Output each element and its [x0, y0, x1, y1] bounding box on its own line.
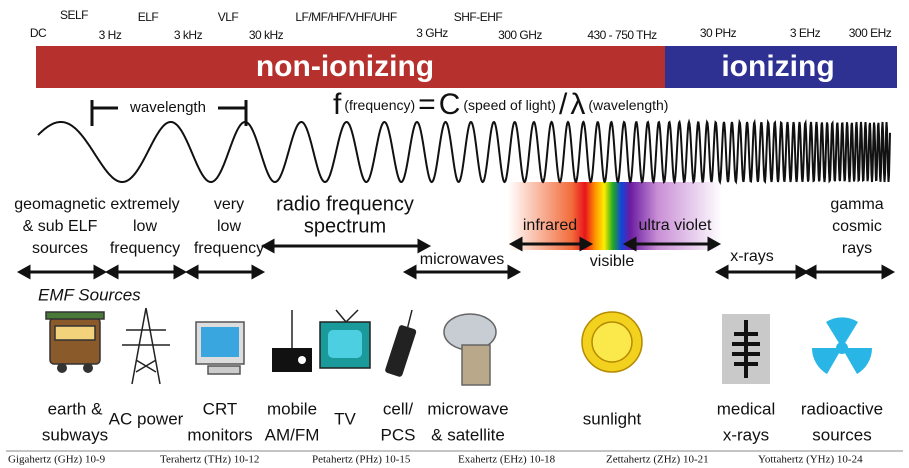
- band-label: low: [133, 218, 157, 235]
- formula-part: (speed of light): [463, 97, 556, 113]
- footer-unit: Gigahertz (GHz) 10-9: [8, 454, 106, 466]
- source-label: PCS: [381, 425, 416, 444]
- band-label: very: [214, 196, 244, 213]
- frequency-label: 300 GHz: [498, 28, 542, 42]
- frequency-label: VLF: [218, 10, 239, 24]
- range-arrow: [104, 264, 188, 280]
- radiation-icon: [812, 317, 872, 374]
- visible-spectrum: [508, 182, 722, 250]
- source-label: mobile: [267, 399, 317, 418]
- frequency-label: DC: [30, 26, 47, 40]
- frequency-label: 3 GHz: [416, 26, 448, 40]
- power-tower-icon: [122, 307, 170, 385]
- non-ionizing-bar: [36, 46, 665, 88]
- formula-part: (wavelength): [588, 97, 668, 113]
- band-label: extremely: [110, 196, 179, 213]
- band-label: rays: [842, 240, 872, 257]
- formula-part: /: [559, 88, 568, 121]
- formula-part: f: [333, 88, 342, 121]
- trolley-icon: [45, 311, 105, 373]
- source-label: & satellite: [431, 425, 505, 444]
- footer-unit: Yottahertz (YHz) 10-24: [758, 454, 863, 466]
- band-label: x-rays: [730, 248, 774, 265]
- frequency-label: 3 EHz: [790, 26, 821, 40]
- range-arrow: [402, 264, 522, 280]
- range-arrow: [16, 264, 108, 280]
- band-label: visible: [590, 253, 635, 270]
- band-label: geomagnetic: [14, 196, 106, 213]
- xray-icon: [722, 314, 770, 384]
- wavelength-marker: [90, 100, 248, 126]
- ionization-label: non-ionizing: [256, 50, 434, 83]
- frequency-label: SHF-EHF: [454, 10, 503, 24]
- radio-icon: [272, 310, 312, 372]
- source-label: subways: [42, 425, 108, 444]
- band-label: gamma: [830, 196, 883, 213]
- range-arrow: [260, 238, 432, 254]
- footer-unit: Zettahertz (ZHz) 10-21: [606, 454, 709, 466]
- source-label: monitors: [187, 425, 252, 444]
- satellite-dish-icon: [443, 313, 497, 386]
- emf-sources-title: EMF Sources: [38, 285, 141, 304]
- formula-part: =: [418, 88, 436, 121]
- ionizing-bar: [665, 46, 897, 88]
- source-label: sources: [812, 425, 872, 444]
- source-label: cell/: [383, 399, 414, 418]
- frequency-label: SELF: [60, 8, 88, 22]
- monitor-icon: [195, 321, 245, 375]
- range-arrow: [802, 264, 896, 280]
- source-label: AC power: [109, 409, 184, 428]
- band-label: ultra violet: [639, 217, 712, 234]
- footer-unit: Terahertz (THz) 10-12: [160, 454, 259, 466]
- source-label: earth &: [48, 399, 103, 418]
- band-label: frequency: [110, 240, 180, 257]
- cellphone-icon: [385, 309, 417, 377]
- range-arrow: [622, 236, 722, 252]
- formula: f (frequency) = C (speed of light) / λ (wavelen…: [333, 88, 668, 121]
- frequency-label: 30 kHz: [249, 28, 284, 42]
- frequency-label: 30 PHz: [700, 26, 737, 40]
- frequency-label: LF/MF/HF/VHF/UHF: [295, 10, 396, 24]
- frequency-label: 3 kHz: [174, 28, 203, 42]
- tv-icon: [319, 309, 371, 369]
- source-label: microwave: [427, 399, 508, 418]
- frequency-label: 300 EHz: [849, 26, 892, 40]
- source-label: AM/FM: [265, 425, 320, 444]
- band-label: sources: [32, 240, 88, 257]
- formula-part: λ: [570, 88, 585, 121]
- band-label: low: [217, 218, 241, 235]
- ionization-label: ionizing: [721, 50, 834, 83]
- band-label: cosmic: [832, 218, 882, 235]
- source-label: CRT: [203, 399, 238, 418]
- formula-part: C: [439, 88, 461, 121]
- frequency-label: 430 - 750 THz: [587, 28, 657, 42]
- source-label: x-rays: [723, 425, 769, 444]
- band-label: & sub ELF: [23, 218, 98, 235]
- range-arrow: [714, 264, 810, 280]
- frequency-label: ELF: [138, 10, 159, 24]
- wave: [37, 118, 891, 186]
- band-label: radio frequency: [276, 193, 414, 215]
- band-label: infrared: [523, 217, 577, 234]
- range-arrow: [508, 236, 594, 252]
- wavelength-label: wavelength: [129, 99, 206, 116]
- formula-part: (frequency): [344, 97, 415, 113]
- footer-unit: Exahertz (EHz) 10-18: [458, 454, 556, 466]
- band-label: microwaves: [420, 251, 504, 268]
- band-label: spectrum: [304, 215, 386, 237]
- source-label: TV: [334, 409, 356, 428]
- band-label: frequency: [194, 240, 264, 257]
- sun-icon: [581, 311, 643, 373]
- range-arrow: [184, 264, 266, 280]
- source-label: sunlight: [583, 409, 642, 428]
- source-label: medical: [717, 399, 776, 418]
- footer-unit: Petahertz (PHz) 10-15: [312, 454, 411, 466]
- frequency-label: 3 Hz: [99, 28, 122, 42]
- source-label: radioactive: [801, 399, 883, 418]
